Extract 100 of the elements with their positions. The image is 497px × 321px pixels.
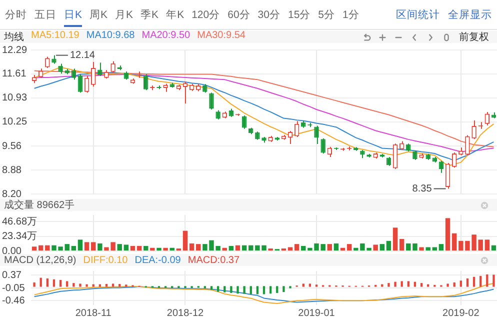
bar	[438, 244, 444, 250]
text: 120分	[192, 8, 220, 22]
text: MA5:10.19	[31, 30, 80, 43]
y-tick-label: 10.93	[2, 92, 28, 104]
candlestick	[98, 62, 102, 77]
text: 30分	[258, 8, 280, 22]
bar	[472, 276, 476, 287]
candlestick	[484, 111, 490, 126]
bar	[420, 283, 423, 287]
bar	[66, 281, 68, 287]
bar	[210, 286, 213, 290]
candlestick	[465, 134, 470, 156]
bar	[86, 284, 88, 287]
bar	[92, 284, 94, 287]
bar	[90, 242, 96, 250]
bar	[40, 278, 42, 287]
candlestick	[320, 138, 326, 154]
bar	[419, 247, 424, 250]
bar	[308, 284, 312, 287]
x-tick-label: 2018-12	[166, 308, 204, 319]
bar	[288, 247, 293, 250]
candlestick	[294, 120, 300, 138]
bar	[381, 284, 384, 287]
bar	[79, 284, 82, 287]
bar	[78, 240, 83, 250]
candlestick	[143, 74, 148, 91]
y-tick-label: 10.25	[2, 116, 28, 128]
candlestick	[314, 125, 319, 145]
y-tick-label: 8.20	[2, 188, 22, 200]
bar	[196, 244, 201, 250]
y-tick-label: -0.46	[2, 295, 26, 306]
bar	[256, 286, 259, 294]
text: 全屏显示	[448, 8, 492, 22]
bar	[407, 281, 410, 287]
candlestick	[472, 120, 476, 140]
bar	[143, 246, 148, 250]
bar	[222, 248, 227, 250]
text: 60分	[228, 8, 250, 22]
bar	[236, 286, 239, 294]
bar	[228, 246, 234, 250]
annotation: 12.14	[70, 50, 96, 62]
text: MA20:9.50	[142, 30, 190, 43]
bar	[301, 246, 306, 250]
candlestick	[78, 74, 83, 94]
bar	[386, 240, 392, 250]
bar	[327, 244, 332, 250]
text: 区间统计	[396, 8, 440, 22]
bar	[250, 286, 252, 294]
candlestick	[412, 150, 418, 160]
text: 月K	[115, 8, 134, 22]
text: 周K	[90, 8, 108, 22]
y-tick-label: 46.68万	[2, 216, 38, 228]
candlestick	[45, 56, 50, 68]
text: 年K	[166, 8, 184, 22]
bar	[414, 282, 416, 287]
candlestick	[216, 110, 220, 120]
bar	[242, 245, 247, 250]
annotation: 8.35	[412, 183, 432, 194]
candlestick	[90, 61, 96, 88]
bar	[486, 274, 488, 287]
legend-title: 均线	[4, 30, 24, 44]
bar	[346, 244, 352, 250]
bar	[262, 286, 266, 294]
bar	[46, 278, 48, 287]
candlestick	[84, 75, 90, 94]
candlestick	[110, 60, 116, 74]
bar	[52, 279, 56, 287]
bar	[124, 244, 129, 250]
candlestick	[445, 162, 450, 190]
bar	[117, 244, 122, 250]
candlestick	[58, 63, 63, 74]
y-tick-label: -0.05	[2, 282, 26, 294]
bar	[445, 218, 450, 250]
text: MACD:0.37	[188, 254, 240, 266]
bar	[282, 286, 285, 292]
bar	[394, 282, 396, 287]
bar	[156, 248, 162, 250]
bar	[460, 280, 462, 287]
bar	[182, 230, 188, 250]
bar	[446, 284, 449, 287]
bar	[484, 240, 490, 250]
bar	[392, 228, 398, 250]
y-tick-label: 9.56	[2, 140, 22, 152]
bar	[32, 246, 37, 250]
chart-title: MACD (12,26,9)	[4, 254, 76, 266]
bar	[98, 243, 102, 250]
bar	[491, 245, 496, 250]
bar	[334, 243, 339, 250]
candlestick	[392, 143, 398, 170]
bar	[388, 283, 390, 287]
bar	[453, 282, 456, 287]
bar	[269, 286, 272, 294]
text: 1分	[342, 8, 360, 22]
bar	[98, 284, 101, 287]
text: 日K	[64, 8, 82, 26]
text: 15分	[288, 8, 311, 22]
bar	[276, 286, 278, 293]
bar	[230, 286, 232, 293]
y-tick-label: 0.37	[2, 270, 22, 281]
text: 分时	[5, 8, 27, 22]
